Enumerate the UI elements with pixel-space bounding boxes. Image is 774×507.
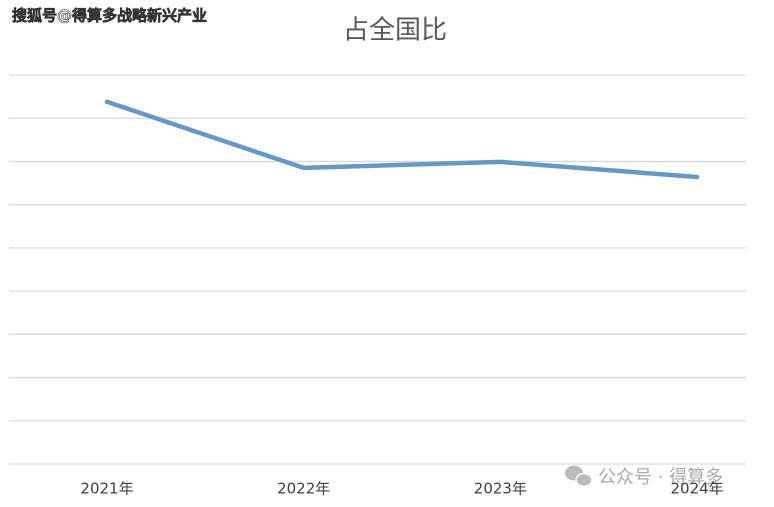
wechat-icon [565, 465, 593, 488]
x-tick-label: 2022年 [277, 480, 330, 498]
watermark: 搜狐号@得算多战略新兴产业 [12, 7, 207, 25]
line-series [104, 99, 700, 180]
x-tick-label: 2023年 [474, 480, 527, 498]
x-tick-label: 2024年 [671, 480, 724, 498]
chart-title: 占全国比 [343, 16, 447, 46]
x-tick-label: 2021年 [80, 480, 133, 498]
watermark: 公众号 · 得算多 [598, 467, 723, 488]
